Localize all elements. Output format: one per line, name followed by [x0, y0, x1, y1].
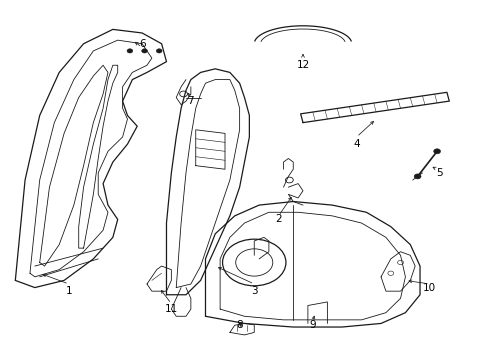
Text: 7: 7: [187, 96, 194, 106]
Circle shape: [433, 149, 440, 154]
Circle shape: [413, 174, 420, 179]
Circle shape: [156, 49, 162, 53]
Text: 8: 8: [236, 320, 243, 330]
Text: 4: 4: [353, 139, 359, 149]
Text: 5: 5: [435, 168, 442, 178]
Text: 9: 9: [309, 320, 315, 330]
Circle shape: [127, 49, 133, 53]
Circle shape: [142, 49, 147, 53]
Text: 12: 12: [296, 60, 309, 70]
Text: 11: 11: [164, 304, 178, 314]
Text: 1: 1: [65, 286, 72, 296]
Text: 6: 6: [139, 39, 145, 49]
Text: 2: 2: [275, 215, 282, 224]
Text: 3: 3: [250, 286, 257, 296]
Text: 10: 10: [423, 283, 435, 293]
